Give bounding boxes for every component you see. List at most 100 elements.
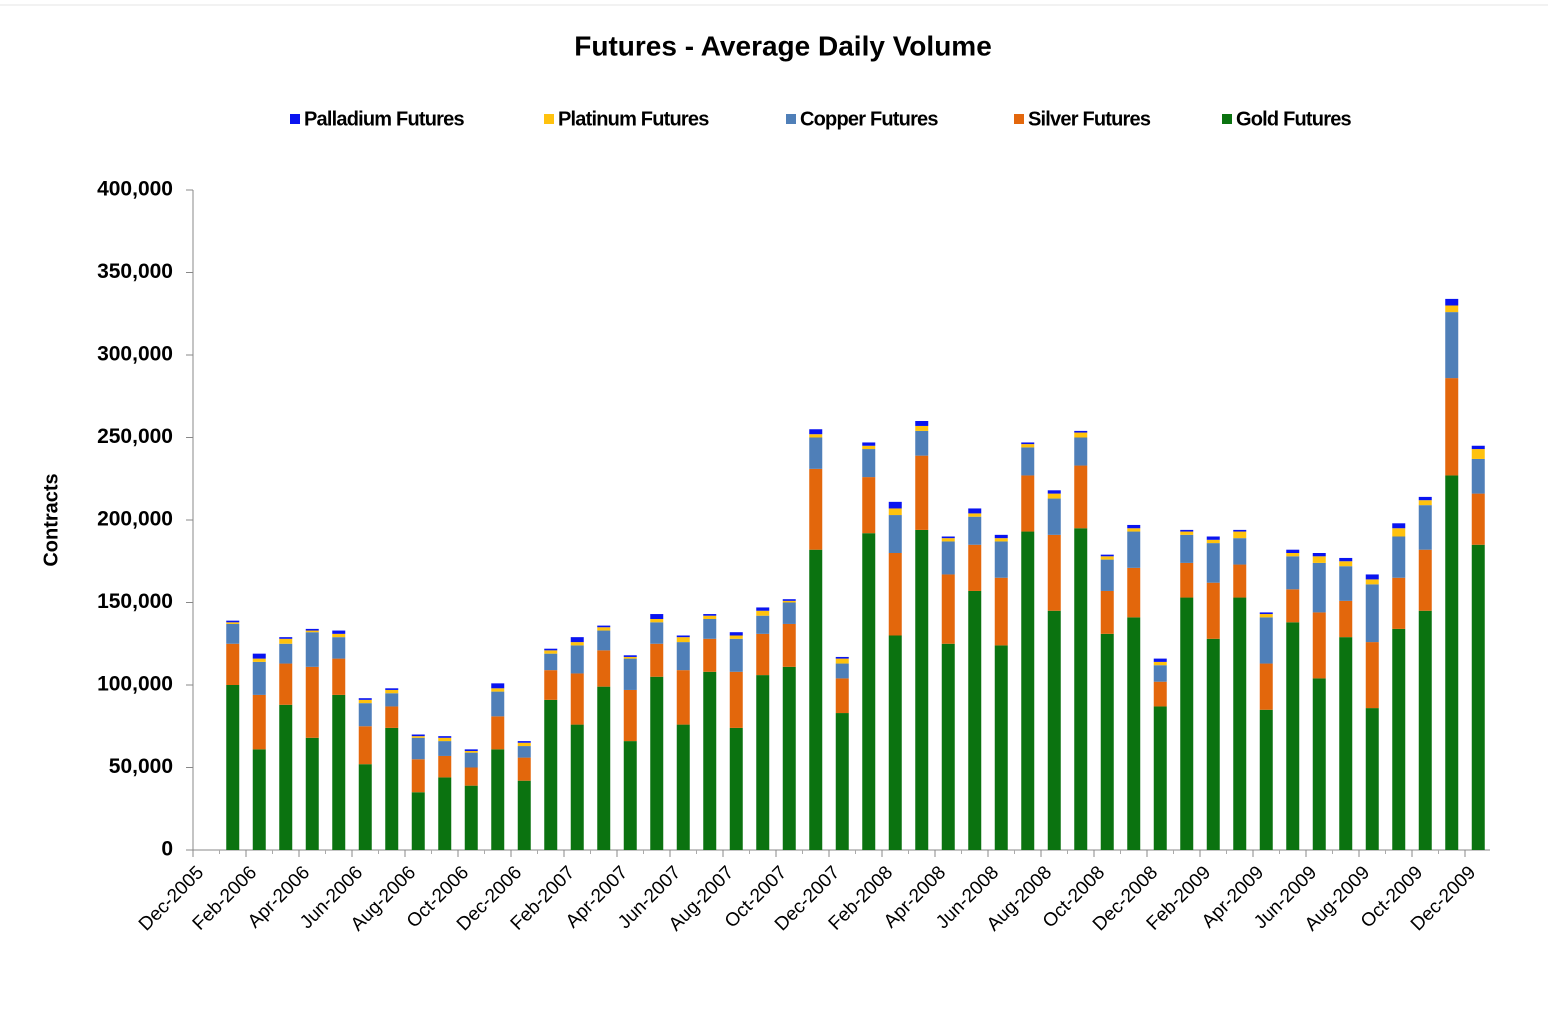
bar-segment xyxy=(332,630,346,634)
bar-segment xyxy=(1339,637,1353,850)
bar-segment xyxy=(1233,531,1247,539)
bar-segment xyxy=(358,764,372,850)
bar-segment xyxy=(994,645,1008,850)
bar-segment xyxy=(1392,523,1406,529)
bar-segment xyxy=(332,694,346,850)
bar-segment xyxy=(862,445,876,450)
bar-segment xyxy=(1021,447,1035,476)
bar-segment xyxy=(650,622,664,644)
bar-segment xyxy=(676,635,690,638)
bar-segment xyxy=(1312,553,1326,557)
bar-segment xyxy=(597,630,611,651)
bar-segment xyxy=(1100,554,1114,557)
bar-segment xyxy=(491,688,505,692)
bar-segment xyxy=(729,635,743,639)
bar-segment xyxy=(438,741,452,756)
bar-segment xyxy=(252,658,266,662)
bar-segment xyxy=(1021,444,1035,448)
bar-segment xyxy=(623,656,637,659)
bar-segment xyxy=(1233,597,1247,850)
bar-segment xyxy=(703,619,717,639)
bar-segment xyxy=(1127,524,1141,529)
bar-segment xyxy=(862,449,876,478)
bar-segment xyxy=(1418,549,1432,611)
bar-segment xyxy=(835,656,849,659)
bar-segment xyxy=(1286,622,1300,850)
y-tick-label: 350,000 xyxy=(97,260,173,283)
bar-segment xyxy=(888,501,902,509)
bar-segment xyxy=(1074,430,1088,433)
y-tick-label: 100,000 xyxy=(97,673,173,696)
bar-segment xyxy=(1286,556,1300,590)
bar-segment xyxy=(332,637,346,659)
bar-segment xyxy=(252,749,266,850)
legend-label: Platinum Futures xyxy=(558,108,709,130)
bar-segment xyxy=(252,653,266,659)
bar-segment xyxy=(279,637,293,639)
bar-segment xyxy=(1153,658,1167,662)
bar-segment xyxy=(1153,706,1167,850)
bar-segment xyxy=(332,658,346,695)
bar-segment xyxy=(1100,556,1114,560)
bar-segment xyxy=(1100,633,1114,850)
bar-segment xyxy=(1074,465,1088,529)
bar-segment xyxy=(411,734,425,737)
bar-segment xyxy=(1418,500,1432,506)
bar-segment xyxy=(491,683,505,689)
bar-segment xyxy=(1127,567,1141,618)
bar-segment xyxy=(729,727,743,850)
bar-segment xyxy=(305,630,319,633)
bar-segment xyxy=(729,671,743,728)
bar-segment xyxy=(1418,505,1432,550)
bar-segment xyxy=(358,698,372,700)
bar-segment xyxy=(1312,562,1326,613)
bar-segment xyxy=(385,689,399,694)
bar-segment xyxy=(968,516,982,545)
bar-segment xyxy=(570,673,584,725)
bar-segment xyxy=(1127,531,1141,568)
bar-segment xyxy=(1471,458,1485,494)
bar-segment xyxy=(597,650,611,687)
bar-segment xyxy=(835,663,849,679)
bar-segment xyxy=(1339,557,1353,562)
bar-segment xyxy=(1392,536,1406,578)
bar-segment xyxy=(252,694,266,750)
bar-segment xyxy=(1339,566,1353,601)
chart-title: Futures - Average Daily Volume xyxy=(574,30,992,61)
bar-segment xyxy=(994,577,1008,646)
y-tick-label: 200,000 xyxy=(97,508,173,531)
bar-segment xyxy=(650,614,664,619)
bar-segment xyxy=(279,643,293,664)
bar-segment xyxy=(1127,617,1141,850)
bar-segment xyxy=(1047,490,1061,494)
bar-segment xyxy=(888,635,902,850)
bar-segment xyxy=(782,666,796,850)
bar-segment xyxy=(1233,529,1247,532)
bar-segment xyxy=(941,536,955,539)
bar-segment xyxy=(756,675,770,850)
bar-segment xyxy=(1047,534,1061,611)
bar-segment xyxy=(1259,617,1273,664)
bar-segment xyxy=(544,670,558,700)
bar-segment xyxy=(1259,612,1273,615)
bar-segment xyxy=(358,703,372,727)
bar-segment xyxy=(358,699,372,704)
bar-segment xyxy=(1206,582,1220,639)
bar-segment xyxy=(1047,493,1061,499)
bar-segment xyxy=(676,724,690,850)
bar-segment xyxy=(597,625,611,628)
y-tick-label: 300,000 xyxy=(97,343,173,366)
bar-segment xyxy=(941,574,955,644)
bar-segment xyxy=(835,658,849,664)
bar-segment xyxy=(835,713,849,850)
bar-segment xyxy=(968,513,982,517)
bar-segment xyxy=(1445,312,1459,379)
bar-segment xyxy=(782,623,796,667)
bar-segment xyxy=(650,676,664,850)
bar-segment xyxy=(226,622,240,624)
bar-segment xyxy=(411,737,425,760)
bar-segment xyxy=(968,590,982,850)
bar-segment xyxy=(226,620,240,623)
bar-segment xyxy=(279,663,293,705)
